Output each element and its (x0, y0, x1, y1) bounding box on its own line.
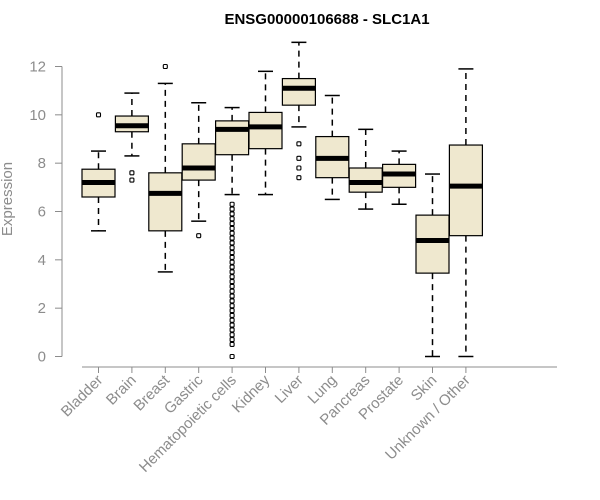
outlier-point (229, 279, 235, 285)
outlier-point (229, 308, 235, 314)
iqr-box (148, 172, 183, 232)
outlier-point (296, 141, 302, 147)
y-ticks: 0 2 4 6 8 10 12 (29, 59, 62, 366)
outlier-point (229, 211, 235, 217)
outlier-point (296, 165, 302, 171)
box-hematopoietic-cells (215, 106, 250, 360)
outlier-point (229, 341, 235, 347)
box-breast (148, 63, 183, 273)
box-liver (281, 41, 316, 181)
iqr-box (415, 214, 450, 274)
outlier-point (129, 170, 135, 176)
outlier-point (229, 303, 235, 309)
outlier-point (229, 353, 235, 360)
outlier-point (229, 240, 235, 246)
y-tick-label: 6 (38, 204, 46, 221)
box-bladder (81, 112, 116, 232)
x-tick-label: Bladder (58, 372, 107, 421)
y-tick-label: 12 (29, 59, 46, 76)
outlier-point (229, 201, 235, 207)
y-tick-label: 8 (38, 155, 46, 172)
box-unknown-other (448, 68, 483, 358)
iqr-box (448, 144, 483, 237)
outlier-point (229, 235, 235, 241)
outlier-point (229, 254, 235, 260)
x-tick-label: Liver (272, 372, 307, 407)
iqr-box (215, 120, 250, 156)
box-lung (315, 94, 350, 201)
outlier-point (229, 298, 235, 304)
y-axis-label: Expression (0, 162, 16, 236)
outlier-point (196, 233, 202, 239)
outlier-point (95, 112, 102, 118)
outlier-point (229, 250, 235, 256)
outlier-point (229, 245, 235, 251)
outlier-point (229, 274, 235, 280)
outlier-point (229, 206, 235, 212)
box-gastric (181, 102, 216, 239)
outlier-point (229, 337, 235, 343)
outlier-point (229, 283, 235, 289)
boxes (81, 41, 483, 360)
y-tick-label: 10 (29, 107, 46, 124)
iqr-box (248, 111, 283, 150)
outlier-point (229, 327, 235, 333)
box-skin (415, 173, 450, 358)
outlier-point (229, 221, 235, 227)
outlier-point (229, 332, 235, 338)
x-tick-label: Kidney (229, 371, 274, 416)
outlier-point (129, 177, 135, 183)
y-tick-label: 4 (38, 252, 46, 269)
box-kidney (248, 70, 283, 196)
iqr-box (181, 143, 216, 181)
y-tick-label: 0 (38, 349, 46, 366)
box-prostate (382, 150, 417, 205)
outlier-point (229, 264, 235, 270)
outlier-point (229, 230, 235, 236)
outlier-point (229, 322, 235, 328)
box-brain (114, 92, 150, 183)
outlier-point (296, 175, 302, 181)
outlier-point (229, 225, 235, 231)
outlier-point (229, 288, 235, 294)
outlier-point (229, 269, 235, 275)
y-tick-label: 2 (38, 300, 46, 317)
outlier-point (229, 216, 235, 222)
outlier-point (296, 155, 302, 161)
outlier-point (162, 63, 168, 70)
chart-title: ENSG00000106688 - SLC1A1 (224, 11, 429, 28)
outlier-point (229, 259, 235, 265)
iqr-box (281, 77, 316, 106)
box-pancreas (348, 128, 383, 210)
outlier-point (229, 293, 235, 299)
outlier-point (229, 312, 235, 318)
outlier-point (229, 317, 235, 323)
